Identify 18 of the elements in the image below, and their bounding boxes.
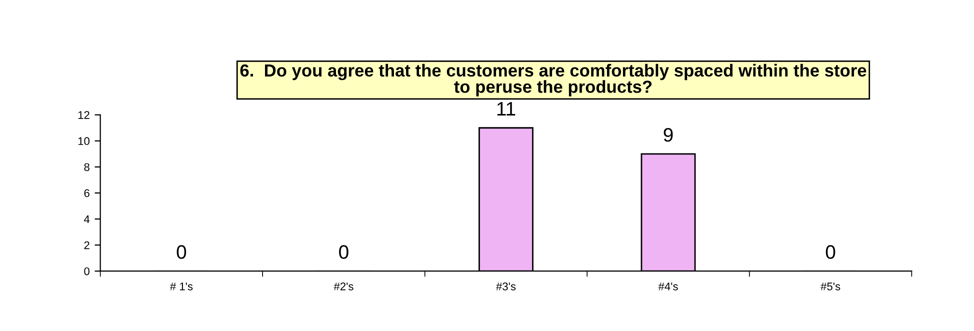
data-label: 0 bbox=[826, 245, 836, 259]
data-label: 11 bbox=[497, 102, 516, 116]
x-tick-label: #4's bbox=[658, 282, 678, 290]
x-tick-label: #3's bbox=[496, 282, 516, 290]
y-tick-label: 10 bbox=[78, 137, 90, 146]
y-tick-label: 12 bbox=[78, 111, 90, 119]
x-tick-label: #5's bbox=[820, 282, 840, 290]
data-label: 9 bbox=[664, 128, 673, 142]
x-tick-label: #2's bbox=[334, 282, 354, 290]
y-tick-label: 6 bbox=[84, 189, 90, 198]
y-tick-label: 0 bbox=[84, 267, 90, 276]
data-label: 0 bbox=[339, 245, 348, 259]
y-tick-label: 4 bbox=[84, 215, 90, 224]
y-tick-label: 2 bbox=[84, 241, 90, 250]
x-tick-label: # 1's bbox=[170, 282, 193, 290]
y-tick-label: 8 bbox=[84, 163, 90, 172]
chart-title: 6. Do you agree that the customers are comfortably spaced within the store to peruse the products? bbox=[240, 64, 866, 96]
data-label: 0 bbox=[176, 245, 186, 259]
